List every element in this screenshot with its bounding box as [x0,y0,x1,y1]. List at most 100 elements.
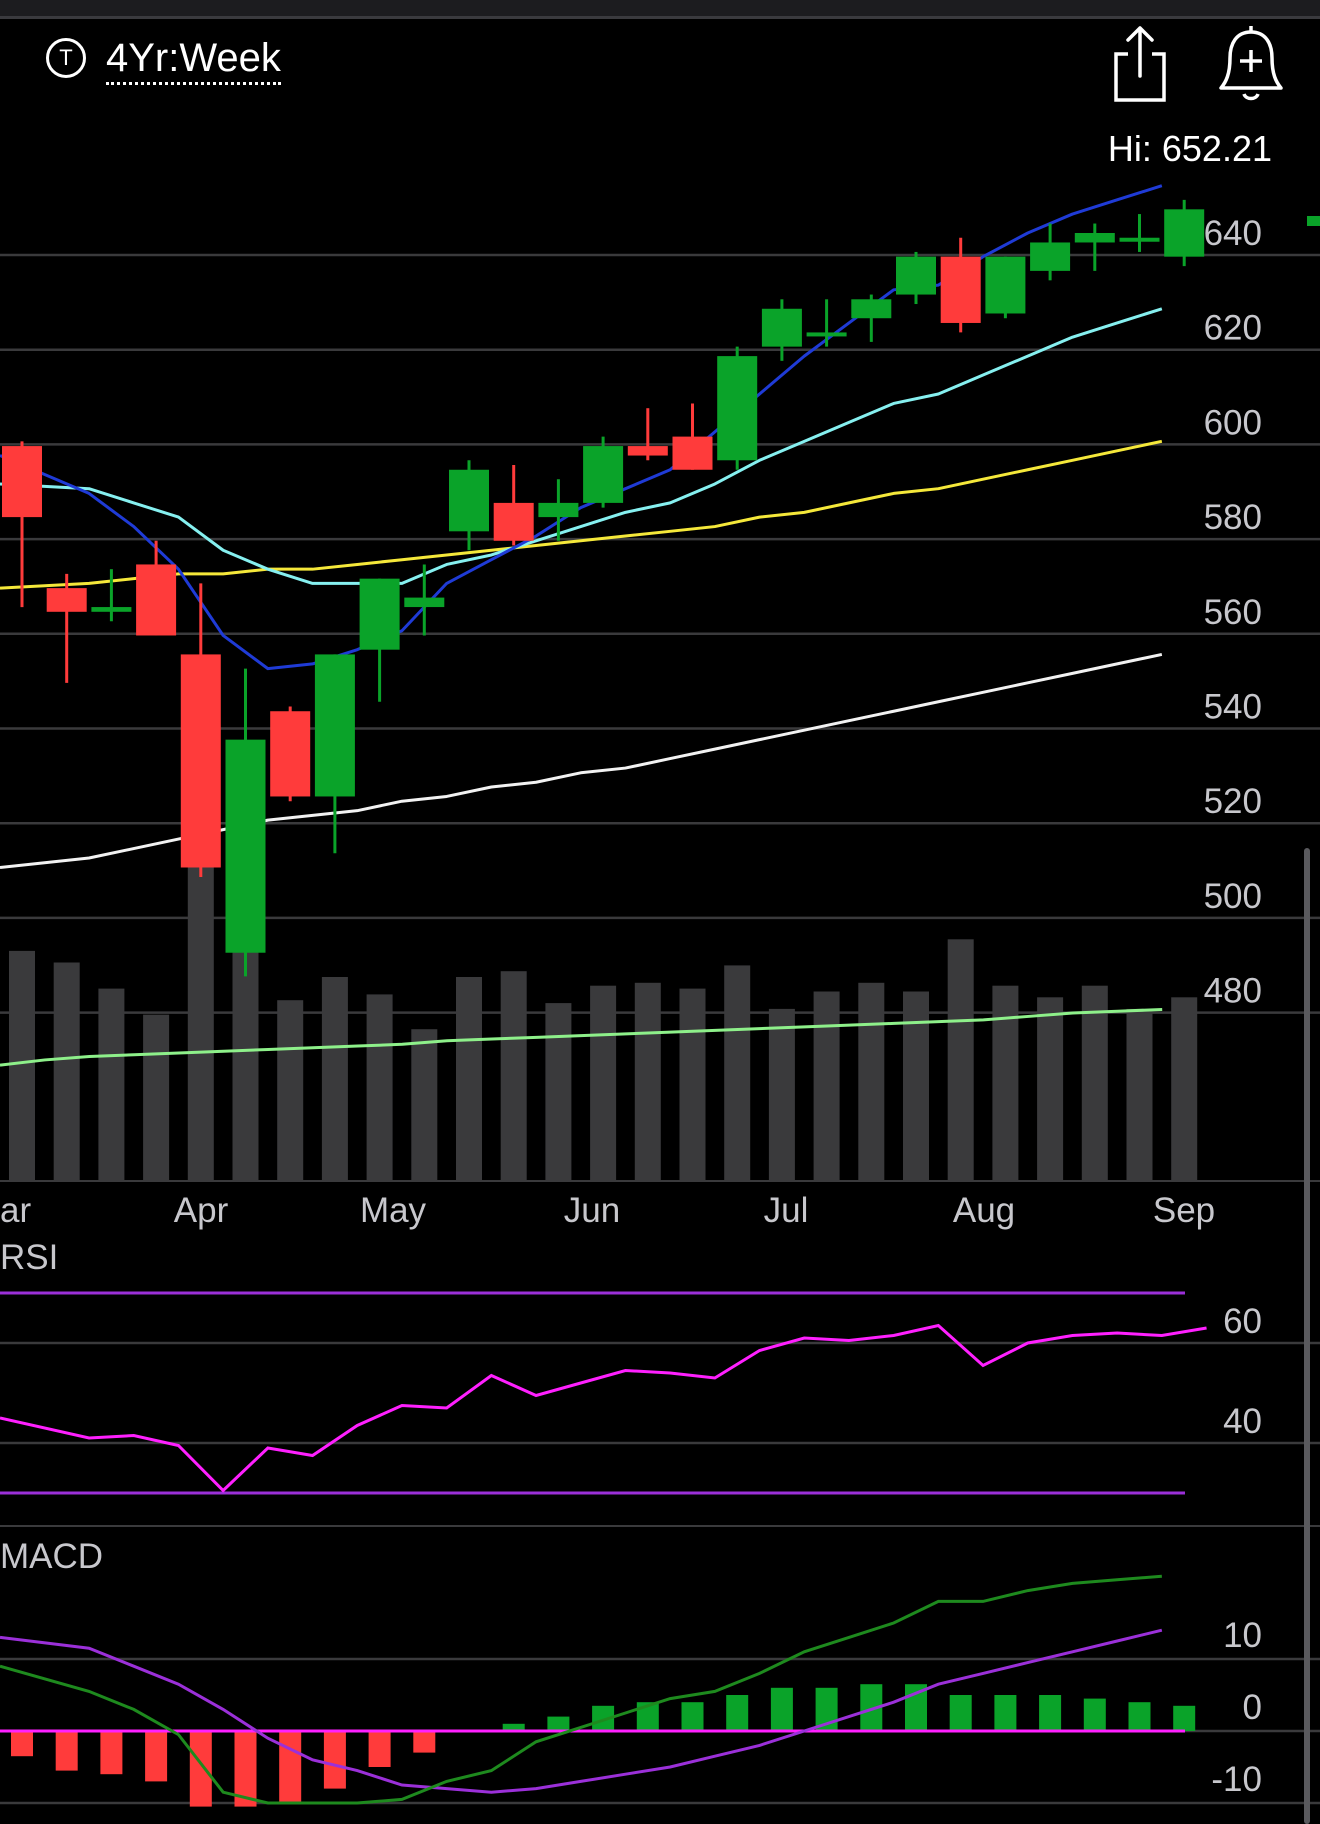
volume-bar [9,950,35,1180]
ma-mid-line [0,307,1163,585]
x-axis-label: Jul [764,1191,809,1230]
ma-long-line [0,652,1163,869]
candle-up [1074,233,1115,243]
macd-histogram-bar [234,1731,257,1807]
candle-down [627,446,668,456]
candle-up [91,607,132,612]
price-axis-label: 500 [1204,877,1262,916]
price-axis-label: 620 [1204,309,1262,348]
macd-histogram-bar [1128,1702,1151,1731]
volume-bar [768,1008,795,1180]
volume-bar [903,991,929,1180]
candle-down [2,446,42,518]
candle-up [538,502,579,518]
macd-histogram-bar [502,1723,525,1731]
scrollbar[interactable] [1304,848,1310,1824]
candle-up [225,739,266,953]
rsi-panel-title: RSI [0,1238,58,1277]
volume-bar [545,1003,572,1180]
candle-edge-marker [1307,216,1320,226]
candle-up [449,469,489,532]
macd-histogram-bar [100,1731,123,1775]
macd-histogram-bar [1083,1698,1106,1731]
volume-bar [992,985,1019,1180]
macd-histogram-bar [636,1702,659,1731]
x-axis-label: May [360,1191,427,1230]
macd-histogram-bar [279,1731,302,1803]
candle-up [583,446,624,503]
candle-down [672,436,713,470]
candle-up [404,597,445,608]
rsi-axis-label: 60 [1223,1302,1262,1341]
macd-histogram-bar [55,1731,78,1771]
volume-bar [1081,985,1108,1180]
candle-down [270,711,311,797]
candle-up [851,299,892,319]
macd-histogram-bar [145,1731,168,1782]
volume-bar [366,994,393,1180]
macd-histogram-bar [1173,1705,1196,1731]
candle-down [493,502,534,541]
macd-histogram-bar [413,1731,436,1753]
volume-bar [590,985,617,1180]
volume-bar [813,991,840,1180]
price-axis-label: 540 [1204,688,1262,727]
volume-bar [724,965,751,1180]
x-axis-label: Apr [174,1191,229,1230]
volume-bar [456,977,482,1180]
volume-bar [411,1029,438,1180]
chart-header: T 4Yr:Week [0,18,1320,108]
price-axis-label: 580 [1204,498,1262,537]
high-value-label: Hi: 652.21 [1107,128,1272,169]
macd-axis-label: 10 [1223,1616,1262,1655]
x-axis-label: ar [0,1191,31,1230]
x-axis-label: Jun [564,1191,620,1230]
macd-histogram-bar [323,1731,346,1789]
x-axis-label: Aug [953,1191,1015,1230]
macd-histogram-bar [547,1716,570,1731]
macd-axis-label: -10 [1211,1760,1262,1799]
price-axis-label: 480 [1204,972,1262,1011]
candle-down [46,588,87,612]
volume-bar [1171,997,1198,1180]
macd-histogram-bar [681,1702,704,1731]
volume-bar [277,1000,304,1180]
candle-up [806,332,847,337]
volume-bar [1126,1008,1153,1180]
ma-slow-line [0,439,1163,590]
macd-histogram-bar [949,1695,972,1731]
volume-bar [634,982,661,1180]
rsi-line [0,1323,1207,1493]
macd-histogram-bar [726,1695,749,1731]
volume-bar [858,982,885,1180]
candle-up [985,256,1026,314]
timeframe-icon[interactable]: T [46,38,86,78]
macd-histogram-bar [11,1731,33,1757]
macd-panel-title: MACD [0,1537,103,1576]
price-axis-label: 600 [1204,403,1262,442]
x-axis-label: Sep [1153,1191,1215,1230]
macd-line [0,1574,1162,1805]
candle-down [136,564,177,636]
macd-histogram-bar [189,1731,212,1807]
macd-histogram-bar [1039,1695,1062,1731]
volume-bar [143,1014,170,1180]
volume-bar [679,988,706,1180]
candle-down [940,256,981,323]
candle-up [896,256,936,295]
volume-bar [321,977,348,1180]
candle-up [359,578,400,650]
macd-histogram-bar [592,1705,615,1731]
volume-bar [98,988,125,1180]
candle-up [761,308,802,347]
candle-up [717,356,758,461]
candle-up [1119,237,1160,242]
add-alert-bell-icon[interactable] [1218,22,1284,104]
macd-axis-label: 0 [1243,1688,1262,1727]
candle-up [314,654,355,797]
share-icon[interactable] [1108,24,1172,104]
price-axis-label: 560 [1204,593,1262,632]
timeframe-selector[interactable]: 4Yr:Week [106,36,281,85]
macd-histogram-bar [770,1687,793,1731]
